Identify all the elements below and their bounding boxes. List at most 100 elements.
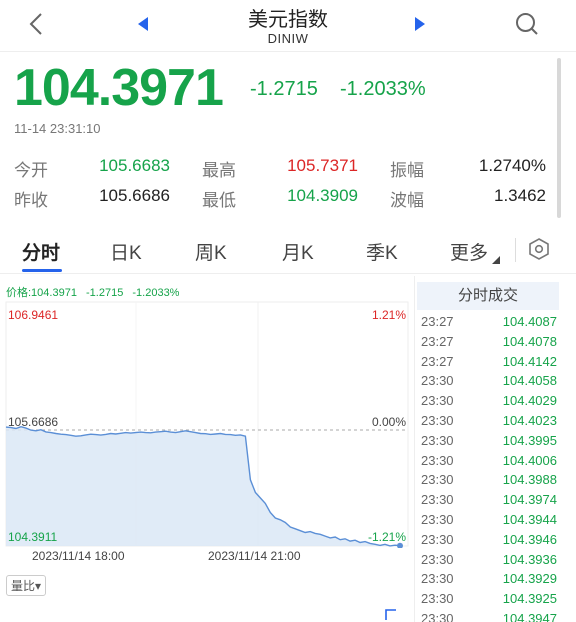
trade-price: 104.4087	[502, 314, 557, 329]
chart-change-label: -1.2715	[86, 287, 124, 299]
trade-time: 23:30	[421, 373, 454, 389]
trade-price: 104.3929	[502, 571, 557, 587]
trade-time: 23:27	[421, 333, 454, 349]
search-icon[interactable]	[514, 11, 540, 37]
y-mid-label: 105.6686	[8, 415, 58, 429]
trade-price: 104.3947	[502, 610, 557, 622]
trade-price: 104.3944	[502, 511, 557, 527]
stat-label-low: 最低	[202, 191, 236, 210]
y-min-pct-label: -1.21%	[368, 530, 406, 544]
trade-time: 23:30	[421, 412, 454, 428]
trade-price: 104.4142	[502, 353, 557, 369]
trade-list-header: 分时成交	[417, 282, 559, 310]
trade-row: 23:30 104.4023	[417, 411, 559, 431]
header-bar: 美元指数 DINIW	[0, 0, 576, 52]
trade-row: 23:30 104.3929	[417, 569, 559, 589]
trade-time: 23:30	[421, 571, 454, 587]
trade-row: 23:30 104.3944	[417, 510, 559, 530]
tab-daily-k[interactable]: 日K	[110, 243, 142, 264]
trade-time: 23:30	[421, 591, 454, 607]
tab-intraday[interactable]: 分时	[22, 243, 61, 264]
tab-weekly-k[interactable]: 周K	[195, 243, 227, 264]
page-title: 美元指数	[248, 9, 328, 31]
trade-price: 104.3988	[502, 472, 557, 488]
trade-row: 23:30 104.4029	[417, 391, 559, 411]
trade-price: 104.3974	[502, 492, 557, 508]
settings-hexagon-icon[interactable]	[528, 238, 550, 260]
trade-row: 23:30 104.3947	[417, 609, 559, 622]
price-change-percent: -1.2033%	[340, 78, 426, 100]
stat-label-open: 今开	[14, 161, 48, 180]
trade-price: 104.4006	[502, 452, 557, 468]
stat-label-amplitude: 振幅	[390, 161, 424, 180]
trade-time: 23:30	[421, 511, 454, 527]
intraday-line-chart: 106.9461 1.21% 105.6686 0.00% 104.3911 -…	[5, 301, 409, 549]
trade-row: 23:30 104.4006	[417, 451, 559, 471]
stats-row: 昨收 105.6686 最低 104.3909 波幅 1.3462	[0, 186, 576, 216]
trade-price: 104.3995	[502, 432, 557, 448]
trade-row: 23:27 104.4078	[417, 332, 559, 352]
chart-price-label: 价格:104.3971	[6, 287, 77, 299]
trade-row: 23:30 104.3988	[417, 470, 559, 490]
trade-row: 23:27 104.4142	[417, 352, 559, 372]
more-dropdown-icon	[492, 256, 500, 264]
trade-row: 23:30 104.4058	[417, 371, 559, 391]
trade-time: 23:30	[421, 531, 454, 547]
price-line	[5, 425, 401, 547]
x-tick-label: 2023/11/14 18:00	[32, 549, 125, 563]
trade-row: 23:30 104.3946	[417, 530, 559, 550]
trade-price: 104.4078	[502, 333, 557, 349]
stat-label-prev-close: 昨收	[14, 191, 48, 210]
trade-list[interactable]: 分时成交 23:27 104.4087 23:27 104.4078 23:27 104.…	[417, 282, 559, 622]
trade-time: 23:30	[421, 472, 454, 488]
price-area	[6, 426, 400, 546]
tab-quarterly-k[interactable]: 季K	[366, 243, 398, 264]
y-max-label: 106.9461	[8, 308, 58, 322]
trade-price: 104.4058	[502, 373, 557, 389]
trade-time: 23:30	[421, 551, 454, 567]
chart-price-info: 价格:104.3971 -1.2715 -1.2033%	[6, 284, 185, 300]
x-tick-label: 2023/11/14 21:00	[208, 549, 301, 563]
previous-triangle-icon[interactable]	[135, 15, 151, 33]
trade-time: 23:30	[421, 452, 454, 468]
trade-row: 23:30 104.3925	[417, 589, 559, 609]
panel-divider	[414, 276, 415, 622]
trade-row: 23:30 104.3936	[417, 550, 559, 570]
trade-price: 104.3925	[502, 591, 557, 607]
stat-value-low: 104.3909	[287, 186, 358, 205]
stat-value-amplitude: 1.2740%	[478, 156, 546, 175]
trade-time: 23:30	[421, 610, 454, 622]
trade-row: 23:27 104.4087	[417, 312, 559, 332]
stats-row: 今开 105.6683 最高 105.7371 振幅 1.2740%	[0, 156, 576, 186]
intraday-chart[interactable]: 106.9461 1.21% 105.6686 0.00% 104.3911 -…	[0, 300, 412, 549]
price-change: -1.2715	[250, 78, 318, 100]
tab-more[interactable]: 更多	[450, 243, 489, 264]
volume-ratio-button[interactable]: 量比▾	[6, 575, 47, 596]
current-price-dot	[397, 542, 403, 549]
tab-monthly-k[interactable]: 月K	[282, 243, 314, 264]
trade-time: 23:30	[421, 393, 454, 409]
scrollbar[interactable]	[557, 58, 561, 218]
stat-value-range: 1.3462	[494, 186, 546, 205]
quote-timestamp: 11-14 23:31:10	[14, 121, 101, 136]
y-max-pct-label: 1.21%	[372, 308, 406, 322]
current-price: 104.3971	[14, 59, 224, 117]
trade-time: 23:27	[421, 353, 454, 369]
stat-label-high: 最高	[202, 161, 236, 180]
chart-tabs: 分时 日K 周K 月K 季K 更多	[0, 226, 576, 274]
expand-icon[interactable]	[382, 606, 402, 622]
stat-label-range: 波幅	[390, 191, 424, 210]
back-arrow-icon[interactable]	[24, 10, 50, 38]
trade-price: 104.3946	[502, 531, 557, 547]
y-min-label: 104.3911	[8, 530, 57, 544]
next-triangle-icon[interactable]	[412, 15, 428, 33]
trade-time: 23:30	[421, 492, 454, 508]
tab-divider	[515, 238, 516, 262]
stat-value-open: 105.6683	[99, 156, 170, 175]
trade-price: 104.4029	[502, 393, 557, 409]
symbol-code: DINIW	[267, 31, 309, 46]
chart-change-pct-label: -1.2033%	[132, 287, 180, 299]
stat-value-high: 105.7371	[287, 156, 358, 175]
trade-time: 23:30	[421, 432, 454, 448]
trade-price: 104.4023	[502, 412, 557, 428]
